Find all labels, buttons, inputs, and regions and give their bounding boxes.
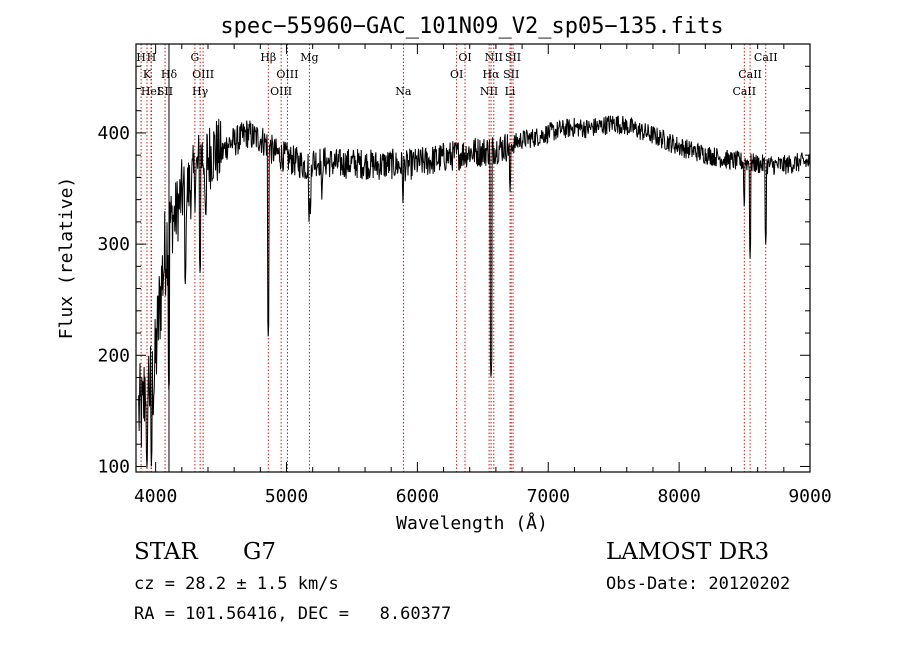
survey-name: LAMOST DR3: [606, 539, 770, 565]
x-tick-label: 8000: [657, 486, 700, 507]
line-label: Li: [505, 85, 516, 98]
line-label: OIII: [192, 68, 214, 81]
line-label: Na: [395, 85, 412, 98]
y-axis-label: Flux (relative): [56, 177, 77, 340]
chart-title: spec−55960−GAC_101N09_V2_sp05−135.fits: [220, 14, 723, 39]
ra-dec: RA = 101.56416, DEC = 8.60377: [134, 604, 452, 624]
line-label: SII: [505, 51, 521, 64]
line-label: Mg: [300, 51, 318, 64]
object-subclass: G7: [243, 539, 277, 565]
x-tick-label: 5000: [265, 486, 308, 507]
line-label: NII: [480, 85, 498, 98]
x-tick-label: 4000: [134, 486, 177, 507]
line-label: Hα: [483, 68, 501, 81]
line-label: SII: [157, 85, 173, 98]
x-tick-label: 6000: [396, 486, 439, 507]
x-tick-label: 7000: [527, 486, 570, 507]
line-label: CaII: [732, 85, 756, 98]
line-label: NII: [485, 51, 503, 64]
line-label: H: [136, 51, 146, 64]
line-label: OI: [458, 51, 471, 64]
line-label: K: [143, 68, 152, 81]
line-label: HeI: [141, 85, 161, 98]
line-label: H: [147, 51, 157, 64]
spectrum-line: [138, 115, 811, 468]
y-tick-label: 200: [97, 345, 130, 366]
line-label: CaII: [754, 51, 778, 64]
x-tick-label: 9000: [788, 486, 831, 507]
line-label: CaII: [738, 68, 762, 81]
redshift-cz: cz = 28.2 ± 1.5 km/s: [134, 574, 339, 594]
x-axis-label: Wavelength (Å): [396, 512, 548, 534]
y-tick-label: 300: [97, 234, 130, 255]
plot-frame: [135, 43, 811, 473]
line-label: OI: [450, 68, 463, 81]
line-label: OIII: [276, 68, 298, 81]
obs-date: Obs-Date: 20120202: [606, 574, 791, 594]
line-label: Hβ: [260, 51, 276, 64]
y-tick-label: 400: [97, 123, 130, 144]
object-class: STAR: [134, 539, 198, 565]
line-label: Hγ: [192, 85, 209, 98]
y-tick-label: 100: [97, 456, 130, 477]
line-label: OIII: [270, 85, 292, 98]
line-label: SII: [503, 68, 519, 81]
line-label: G: [190, 51, 199, 64]
